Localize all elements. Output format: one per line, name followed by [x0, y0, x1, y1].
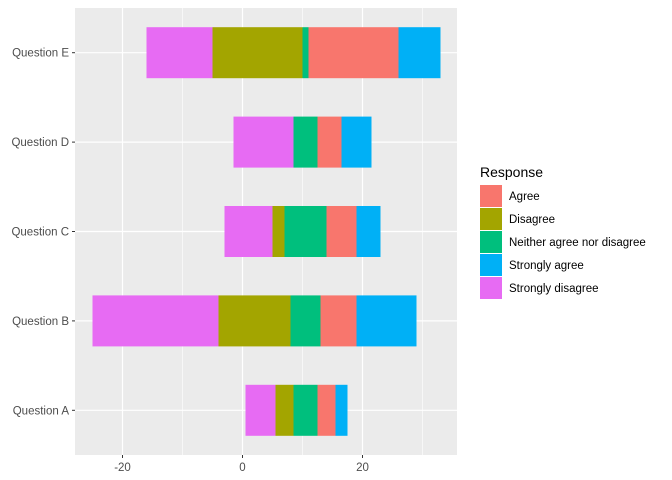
bar-neither-agree-nor-disagree — [293, 384, 318, 436]
bar-strongly-agree — [356, 206, 381, 257]
bar-disagree — [272, 206, 285, 257]
x-tick-label: 20 — [356, 462, 369, 474]
bar-neither-agree-nor-disagree — [293, 116, 318, 168]
bar-strongly-agree — [335, 384, 348, 436]
legend-label: Disagree — [509, 214, 555, 226]
legend-key — [480, 254, 502, 276]
legend-label: Strongly agree — [509, 260, 584, 272]
bar-strongly-disagree — [146, 27, 213, 79]
legend-title: Response — [480, 164, 543, 180]
bar-neither-agree-nor-disagree — [290, 295, 321, 347]
bar-agree — [308, 27, 399, 79]
bar-disagree — [212, 27, 303, 79]
legend-label: Neither agree nor disagree — [509, 237, 646, 249]
legend-key — [480, 277, 502, 299]
y-tick-label: Question C — [11, 227, 69, 239]
bar-agree — [317, 116, 342, 168]
bar-agree — [317, 384, 336, 436]
legend-key — [480, 208, 502, 230]
bar-strongly-disagree — [245, 384, 276, 436]
bar-neither-agree-nor-disagree — [284, 206, 327, 257]
bar-strongly-disagree — [224, 206, 273, 257]
x-tick-label: -20 — [114, 462, 131, 474]
y-tick-label: Question B — [12, 316, 69, 328]
y-tick-label: Question A — [13, 405, 70, 417]
bar-strongly-agree — [398, 27, 441, 79]
x-tick-label: 0 — [239, 462, 245, 474]
y-tick-label: Question D — [11, 137, 69, 149]
legend-key — [480, 231, 502, 253]
bar-strongly-disagree — [233, 116, 294, 168]
bar-neither-agree-nor-disagree — [302, 27, 309, 79]
bar-agree — [320, 295, 357, 347]
legend-key — [480, 185, 502, 207]
legend-label: Agree — [509, 191, 540, 203]
bar-strongly-agree — [356, 295, 417, 347]
bar-strongly-disagree — [92, 295, 219, 347]
bar-disagree — [275, 384, 294, 436]
bar-agree — [326, 206, 357, 257]
y-tick-label: Question E — [12, 48, 69, 60]
legend-label: Strongly disagree — [509, 283, 599, 295]
bar-disagree — [218, 295, 291, 347]
bar-strongly-agree — [341, 116, 372, 168]
